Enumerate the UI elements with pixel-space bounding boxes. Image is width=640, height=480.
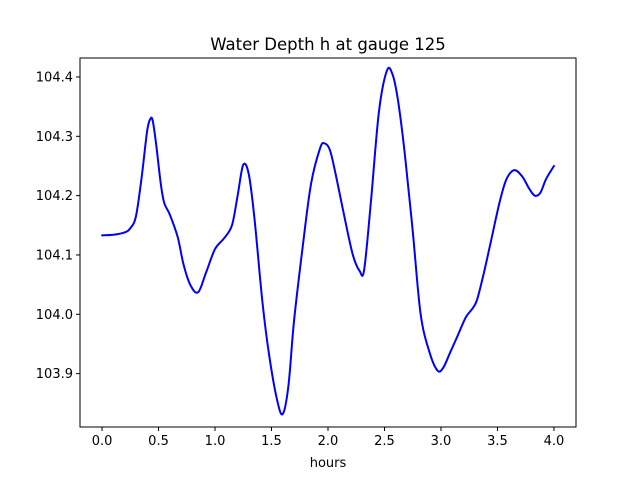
x-tick-label: 2.5 — [374, 434, 395, 449]
x-tick-label: 1.5 — [261, 434, 282, 449]
y-tick-label: 104.4 — [36, 70, 73, 85]
x-tick-label: 3.5 — [487, 434, 508, 449]
x-tick-label: 2.0 — [318, 434, 339, 449]
x-tick-label: 4.0 — [544, 434, 565, 449]
x-tick-label: 3.0 — [431, 434, 452, 449]
x-tick-label: 0.0 — [92, 434, 113, 449]
series-line-0 — [101, 66, 555, 416]
plot-area — [79, 57, 577, 428]
y-tick-label: 104.1 — [36, 248, 73, 263]
x-tick-label: 0.5 — [148, 434, 169, 449]
x-tick-label: 1.0 — [205, 434, 226, 449]
y-tick-label: 104.2 — [36, 189, 73, 204]
chart-title: Water Depth h at gauge 125 — [210, 35, 445, 54]
y-tick-label: 103.9 — [36, 367, 73, 382]
axes-frame — [79, 57, 577, 428]
x-axis-label: hours — [310, 456, 347, 471]
y-tick-label: 104.3 — [36, 130, 73, 145]
x-axis: 0.0 0.5 1.0 1.5 2.0 2.5 3.0 3.5 4.0 — [92, 427, 565, 449]
y-tick-label: 104.0 — [36, 308, 73, 323]
y-axis: 103.9 104.0 104.1 104.2 104.3 104.4 — [36, 70, 80, 382]
